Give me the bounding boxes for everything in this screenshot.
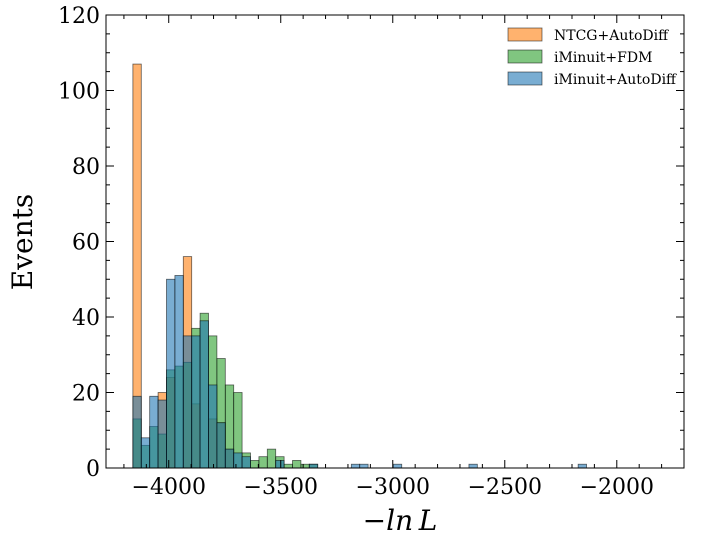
legend-swatch [507,49,543,64]
bar [266,448,277,469]
bar [292,460,302,469]
bar [199,320,209,469]
bars-layer [132,63,587,469]
x-tick-label: −3500 [244,475,318,500]
series-3 [132,275,587,469]
bar [300,463,310,469]
bar [132,395,142,469]
bar [275,460,285,469]
y-axis-title: Events [6,194,39,290]
bar [182,335,193,469]
bar [577,463,587,469]
x-tick-label: −2500 [468,475,542,500]
y-tick-label: 120 [58,4,100,29]
legend-label: iMinuit+AutoDiff [554,72,677,88]
ticks-layer: −4000 −3500 −3000 −2500 −2000 0 20 40 60 80 100 120 [58,4,684,500]
bar [224,448,235,469]
legend-swatch [507,27,543,42]
bar [359,463,369,469]
bar [283,463,293,469]
bar [216,422,226,469]
y-tick-label: 20 [72,382,100,407]
bar [392,463,403,469]
bar [241,456,251,469]
bar [174,275,184,469]
y-tick-label: 40 [72,306,100,331]
bar [308,463,319,469]
bar [468,463,478,469]
bar [149,395,159,469]
bar [350,463,361,469]
y-tick-label: 60 [72,231,100,256]
x-tick-label: −3000 [356,475,430,500]
x-tick-label: −2000 [580,475,654,500]
bar [191,335,201,469]
y-tick-label: 0 [86,457,100,482]
bar [166,278,176,469]
x-axis-title: −ln L [363,504,438,537]
legend-label: NTCG+AutoDiff [554,28,669,44]
legend-swatch [507,71,543,86]
bar [140,437,151,469]
bar [233,452,243,469]
legend: NTCG+AutoDiff iMinuit+FDM iMinuit+AutoDiff [507,27,677,88]
legend-label: iMinuit+FDM [554,50,652,66]
bar [208,384,218,469]
bar [258,456,268,469]
y-tick-label: 100 [58,80,100,105]
bar [250,460,260,469]
y-tick-label: 80 [72,155,100,180]
x-tick-label: −4000 [132,475,206,500]
bar [157,399,167,469]
